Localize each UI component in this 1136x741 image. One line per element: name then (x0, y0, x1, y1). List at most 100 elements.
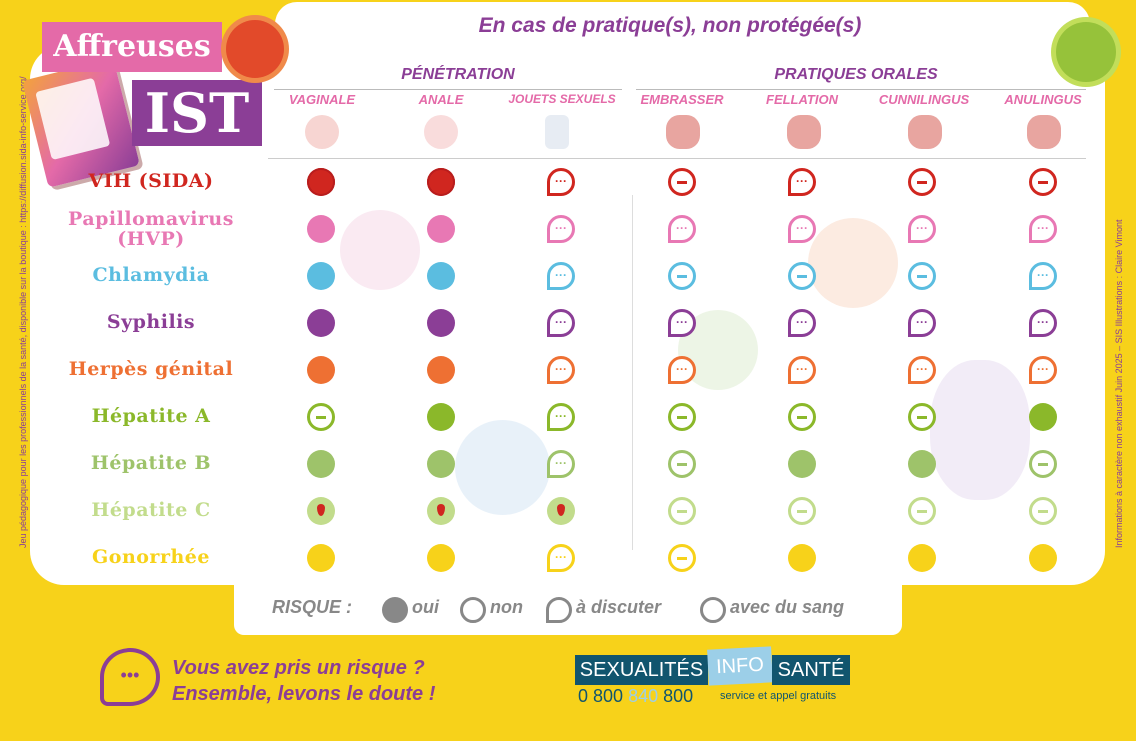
column-header-anale: ANALE (418, 92, 464, 107)
logo-affreuses: Affreuses (42, 22, 222, 72)
risk-disc-icon (547, 450, 575, 478)
risk-disc-icon (547, 262, 575, 290)
risk-non-icon (668, 497, 696, 525)
green-germ-icon (1056, 22, 1116, 82)
mouth-icon (1027, 115, 1061, 149)
risk-oui-icon (307, 450, 335, 478)
row-label: Gonorrhée (92, 546, 210, 568)
group-penetration: PÉNÉTRATION (401, 66, 515, 83)
column-header-fellation: FELLATION (766, 92, 838, 107)
header-tab (275, 2, 1090, 72)
legend-oui: oui (412, 597, 439, 617)
row-label: Hépatite A (91, 405, 211, 427)
column-header-jouets: JOUETS SEXUELS (508, 92, 616, 106)
call-to-action: Vous avez pris un risque ? Ensemble, lev… (172, 655, 435, 707)
mouth-icon (908, 115, 942, 149)
risk-disc-icon (1029, 309, 1057, 337)
risk-non-icon (668, 544, 696, 572)
red-germ-icon (226, 20, 284, 78)
risk-non-icon (668, 168, 696, 196)
risk-oui-icon (427, 262, 455, 290)
risk-non-icon (908, 403, 936, 431)
risk-disc-icon (547, 403, 575, 431)
row-label: Chlamydia (92, 264, 210, 286)
anus-icon (424, 115, 458, 149)
header-divider (268, 158, 1086, 159)
faded-germ-illustration (455, 420, 550, 515)
brand-sexualites: SEXUALITÉS (575, 655, 708, 685)
risk-non-icon (307, 403, 335, 431)
vulva-icon (305, 115, 339, 149)
risk-oui-icon (427, 450, 455, 478)
risk-disc-icon (908, 309, 936, 337)
legend-blood-icon (700, 597, 726, 623)
row-label: Hépatite C (91, 499, 211, 521)
risk-non-icon (1029, 168, 1057, 196)
column-divider (632, 195, 633, 550)
risk-disc-icon (547, 309, 575, 337)
brand-info: INFO (707, 646, 773, 686)
mouth-icon (787, 115, 821, 149)
side-note-right: Informations à caractère non exhaustif J… (1114, 219, 1124, 548)
risk-oui-icon (788, 544, 816, 572)
row-label: Papillomavirus (HVP) (68, 208, 234, 250)
page-subtitle: En cas de pratique(s), non protégée(s) (478, 14, 862, 37)
row-label: Syphilis (106, 311, 196, 333)
legend-non-icon (460, 597, 486, 623)
risk-disc-icon (1029, 262, 1057, 290)
risk-oui-icon (307, 215, 335, 243)
risk-disc-icon (1029, 215, 1057, 243)
risk-non-icon (788, 403, 816, 431)
free-service-note: service et appel gratuits (720, 690, 837, 702)
risk-oui-icon (307, 309, 335, 337)
risk-disc-icon (1029, 356, 1057, 384)
faded-worm-illustration (930, 360, 1030, 500)
risk-disc-icon (547, 356, 575, 384)
risk-disc-icon (547, 215, 575, 243)
risk-oui-icon (908, 544, 936, 572)
risk-blood-icon (427, 497, 455, 525)
row-label: VIH (SIDA) (88, 170, 214, 192)
column-header-anulingus: ANULINGUS (1004, 92, 1082, 107)
risk-non-icon (908, 262, 936, 290)
risk-oui-icon (307, 262, 335, 290)
risk-oui-icon (307, 356, 335, 384)
risk-disc-icon (908, 215, 936, 243)
phone-number[interactable]: 0 800 840 800 (578, 686, 693, 707)
column-header-embrasser: EMBRASSER (640, 92, 724, 107)
column-header-vaginale: VAGINALE (288, 92, 356, 107)
risk-disc-icon (547, 168, 575, 196)
cta-line-1: Vous avez pris un risque ? (172, 657, 425, 679)
speech-bubble-icon (100, 648, 160, 706)
risk-disc-icon (547, 544, 575, 572)
legend: RISQUE : oui non à discuter avec du sang (234, 585, 902, 635)
toy-icon (545, 115, 569, 149)
legend-oui-icon (382, 597, 408, 623)
risk-disc-icon (788, 215, 816, 243)
risk-oui-icon (427, 215, 455, 243)
divider (636, 89, 1086, 90)
risk-oui-icon (788, 450, 816, 478)
risk-blood-icon (547, 497, 575, 525)
brand-sante: SANTÉ (772, 655, 850, 685)
risk-oui-icon (307, 544, 335, 572)
legend-title: RISQUE : (272, 597, 353, 617)
risk-oui-icon (908, 450, 936, 478)
risk-oui-icon (427, 168, 455, 196)
risk-oui-icon (427, 544, 455, 572)
risk-non-icon (668, 403, 696, 431)
legend-blood: avec du sang (730, 597, 845, 617)
risk-disc-icon (908, 356, 936, 384)
cta-line-2: Ensemble, levons le doute ! (172, 683, 436, 705)
risk-oui-icon (1029, 403, 1057, 431)
risk-disc-icon (668, 356, 696, 384)
risk-oui-icon (427, 356, 455, 384)
group-oral: PRATIQUES ORALES (774, 66, 938, 83)
risk-non-icon (1029, 497, 1057, 525)
risk-non-icon (1029, 450, 1057, 478)
row-label: Hépatite B (90, 452, 212, 474)
risk-blood-icon (307, 497, 335, 525)
risk-oui-icon (1029, 544, 1057, 572)
risk-disc-icon (788, 356, 816, 384)
legend-non: non (490, 597, 523, 617)
